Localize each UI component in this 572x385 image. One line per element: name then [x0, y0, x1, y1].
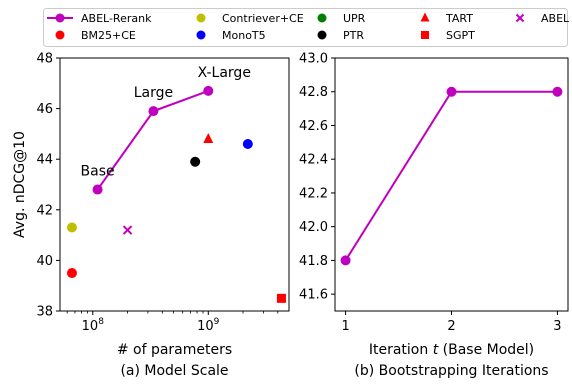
caption-b: (b) Bootstrapping Iterations: [354, 363, 548, 379]
point-abel: [122, 225, 133, 235]
legend-label-bm25-ce: BM25+CE: [81, 29, 136, 42]
point-bm25-ce: [66, 268, 77, 279]
legend-label-tart: TART: [445, 12, 473, 25]
point-sgpt: [276, 293, 286, 303]
x-tick-label-b: 2: [447, 319, 455, 334]
legend-marker-upr: [317, 13, 327, 23]
y-tick-label-a: 48: [36, 52, 53, 67]
y-tick-label-a: 42: [36, 203, 53, 218]
legend-marker-monot5: [196, 30, 206, 40]
y-tick-label-b: 42.6: [299, 119, 328, 134]
annotation-large: Large: [134, 85, 173, 101]
legend-marker-tart: [420, 12, 430, 22]
point-iteration-3: [552, 86, 563, 97]
y-tick-label-b: 43.0: [299, 52, 328, 67]
y-tick-label-b: 42.2: [299, 186, 328, 201]
point-abel-rerank-base: [92, 184, 103, 195]
caption-a: (a) Model Scale: [120, 363, 228, 379]
point-iteration-1: [340, 255, 351, 266]
y-tick-label-a: 38: [36, 305, 53, 320]
legend-label-sgpt: SGPT: [446, 29, 475, 42]
legend: ABEL-Rerank BM25+CE Contriever+CE MonoT5 UPR…: [43, 8, 570, 47]
chart-bootstrapping-iterations: 41.6 41.8 42.0 42.2 42.4 42.6 42.8 43.0 1 2 3 Itera…: [299, 52, 569, 379]
point-monot5: [242, 139, 253, 150]
y-tick-label-a: 40: [36, 254, 53, 269]
legend-marker-contriever-ce: [196, 13, 206, 23]
legend-label-contriever-ce: Contriever+CE: [222, 12, 304, 25]
annotation-base: Base: [81, 164, 115, 180]
y-tick-label-b: 42.8: [299, 85, 328, 100]
x-axis-label-b: Iteration t (Base Model): [369, 342, 534, 358]
point-iteration-2: [446, 86, 457, 97]
x-tick-label-a: 109: [197, 317, 220, 334]
point-abel-rerank-x-large: [203, 85, 214, 96]
y-tick-label-b: 42.4: [299, 153, 328, 168]
legend-marker-abel-rerank: [55, 13, 65, 23]
legend-marker-abel-stroke-b: [515, 13, 525, 23]
point-contriever-ce: [66, 222, 77, 233]
legend-marker-bm25-ce: [55, 30, 65, 40]
y-tick-label-b: 41.6: [299, 288, 328, 303]
y-axis-label-a: Avg. nDCG@10: [12, 131, 28, 238]
point-abel-stroke-b: [122, 225, 133, 235]
y-tick-label-a: 44: [36, 153, 53, 168]
legend-label-abel-rerank: ABEL-Rerank: [81, 12, 152, 25]
legend-label-upr: UPR: [343, 12, 366, 25]
legend-label-monot5: MonoT5: [222, 29, 266, 42]
legend-marker-abel: [515, 13, 525, 23]
chart-model-scale: 38 40 42 44 46 48 108 109 # of parameters Avg. nD…: [12, 52, 290, 379]
y-tick-label-b: 42.0: [299, 220, 328, 235]
legend-marker-ptr: [317, 30, 327, 40]
plot-frame-a: [59, 57, 290, 312]
x-tick-label-a: 108: [82, 317, 105, 334]
legend-marker-sgpt: [421, 31, 429, 39]
x-tick-label-b: 1: [341, 319, 349, 334]
y-tick-label-b: 41.8: [299, 254, 328, 269]
legend-label-abel: ABEL: [541, 12, 570, 25]
x-tick-label-b: 3: [553, 319, 561, 334]
point-abel-rerank-large: [148, 106, 159, 117]
y-tick-label-a: 46: [36, 102, 53, 117]
point-tart: [203, 132, 214, 143]
x-axis-label-a: # of parameters: [117, 342, 232, 358]
series-line-iterations: [344, 90, 558, 261]
point-ptr: [190, 156, 201, 167]
legend-frame: [43, 8, 568, 47]
legend-label-ptr: PTR: [343, 29, 364, 42]
annotation-x-large: X-Large: [198, 65, 251, 81]
